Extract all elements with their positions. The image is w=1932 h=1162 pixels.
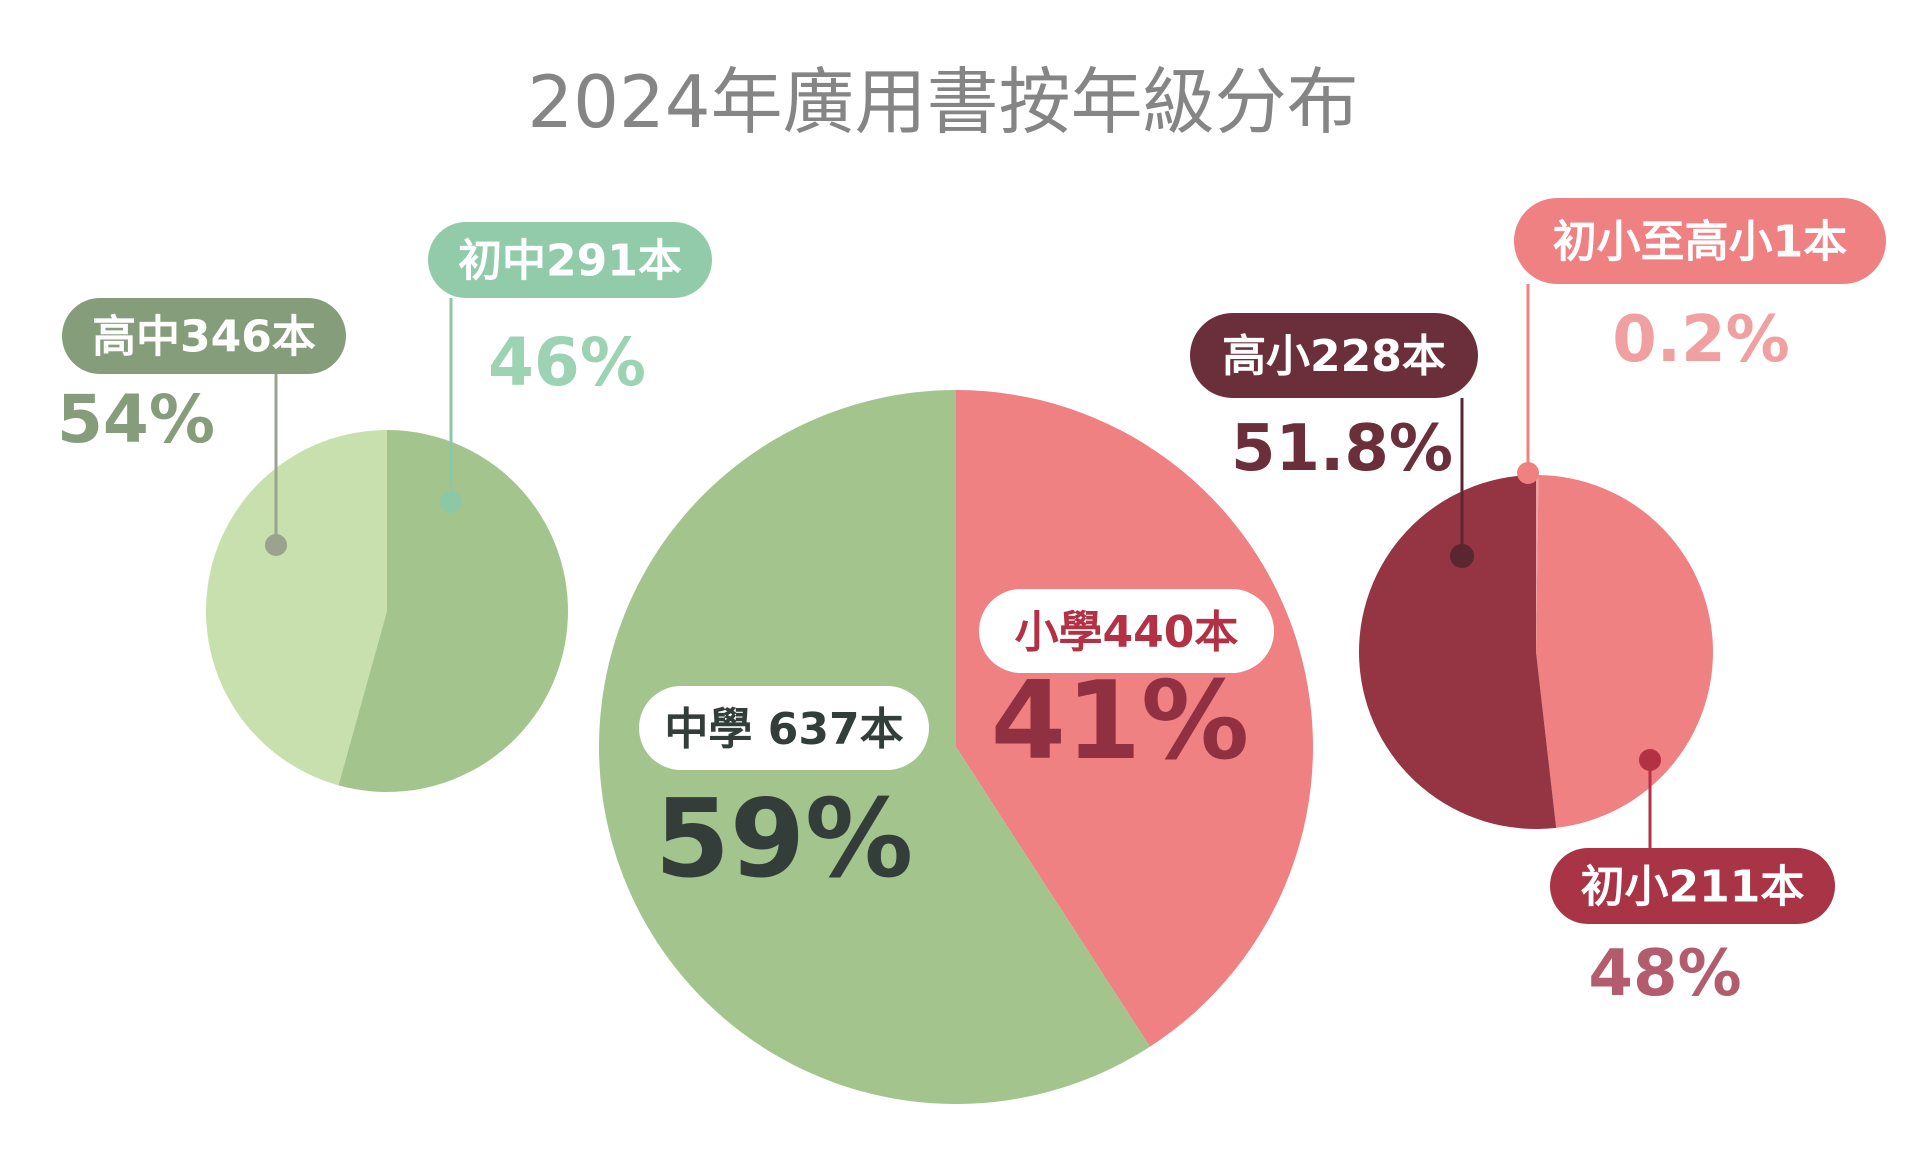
label-pill-total-0	[639, 686, 929, 770]
label-pill-primary-0	[1550, 848, 1835, 924]
pie-charts	[205, 390, 1713, 1105]
leader-dot-secondary-0	[265, 534, 287, 556]
slice-percent-secondary-1: 46%	[488, 324, 646, 401]
slice-label-secondary-0: 高中346本	[92, 311, 316, 362]
slice-percent-primary-1: 51.8%	[1231, 412, 1453, 486]
pie-slice-primary-1	[1358, 475, 1557, 830]
label-pill-secondary-0	[62, 298, 346, 374]
slice-percent-total-1: 41%	[991, 659, 1250, 784]
slice-percent-secondary-0: 54%	[57, 381, 215, 458]
slice-label-total-0: 中學 637本	[664, 704, 903, 755]
label-pill-total-1	[979, 589, 1274, 673]
slice-label-total-1: 小學440本	[1015, 607, 1239, 658]
slice-label-secondary-1: 初中291本	[458, 235, 682, 286]
leader-dot-primary-0	[1639, 749, 1661, 771]
pie-slice-primary-2	[1536, 475, 1539, 652]
slice-percent-total-0: 59%	[655, 777, 914, 902]
slice-percent-primary-0: 48%	[1588, 937, 1741, 1011]
pie-slice-total-1	[956, 390, 1313, 1047]
chart-title: 2024年廣用書按年級分布	[527, 60, 1358, 144]
slice-percent-primary-2: 0.2%	[1612, 303, 1790, 377]
leader-dot-primary-1	[1450, 544, 1474, 568]
label-pill-primary-1	[1190, 313, 1478, 398]
pie-slice-primary-0	[1536, 475, 1713, 828]
label-pill-primary-2	[1514, 198, 1886, 284]
slice-label-primary-0: 初小211本	[1581, 861, 1805, 912]
pie-slice-secondary-0	[338, 430, 568, 792]
slice-label-primary-1: 高小228本	[1222, 331, 1446, 382]
leader-dot-secondary-1	[440, 491, 462, 513]
slice-label-primary-2: 初小至高小1本	[1553, 216, 1848, 267]
pie-slice-secondary-1	[205, 430, 387, 786]
leader-dot-primary-2	[1517, 462, 1539, 484]
label-pill-secondary-1	[428, 222, 712, 298]
